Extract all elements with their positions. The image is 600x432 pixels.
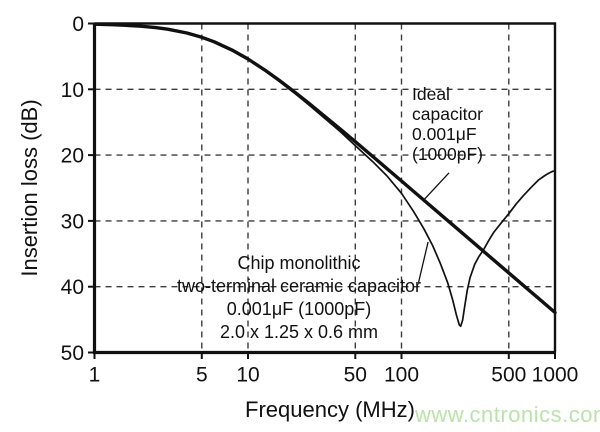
chip-pointer-line bbox=[417, 241, 429, 283]
x-tick-label: 100 bbox=[384, 364, 419, 387]
y-tick-label: 20 bbox=[61, 145, 84, 168]
x-tick-label: 10 bbox=[236, 364, 259, 387]
watermark-text: www.cntronics.com bbox=[415, 402, 600, 427]
y-tick-label: 30 bbox=[61, 210, 84, 233]
y-tick-label: 0 bbox=[72, 13, 84, 36]
chip-capacitor-annotation: Chip monolithic two-terminal ceramic cap… bbox=[176, 253, 422, 342]
chip-capacitor-curve bbox=[93, 23, 556, 328]
y-tick-label: 40 bbox=[61, 276, 84, 299]
x-axis-title: Frequency (MHz) bbox=[245, 397, 415, 422]
y-tick-label: 10 bbox=[61, 79, 84, 102]
plot-border-top-right bbox=[94, 22, 557, 353]
x-tick-label: 1 bbox=[89, 364, 101, 387]
ideal-capacitor-annotation: Ideal capacitor 0.001μF (1000pF) bbox=[412, 84, 484, 164]
ideal-pointer-line bbox=[423, 172, 450, 201]
x-tick-label: 500 bbox=[491, 364, 526, 387]
x-tick-label: 5 bbox=[196, 364, 208, 387]
x-tick-label: 1000 bbox=[532, 364, 579, 387]
x-tick-label: 50 bbox=[344, 364, 367, 387]
y-axis-title: Insertion loss (dB) bbox=[17, 99, 42, 277]
y-tick-label: 50 bbox=[61, 342, 84, 365]
